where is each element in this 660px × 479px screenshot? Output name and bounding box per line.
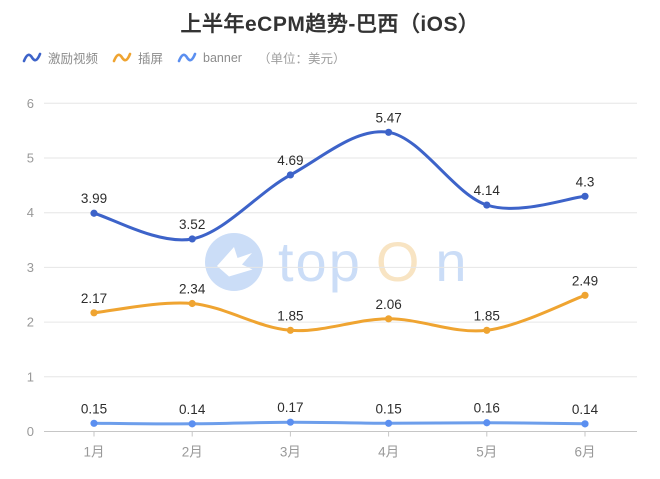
point-label-插屏-5月: 1.85 <box>474 308 500 323</box>
page-title: 上半年eCPM趋势-巴西（iOS） <box>180 13 480 36</box>
point-label-激励视频-1月: 3.99 <box>81 191 107 206</box>
unit-note: （单位：美元） <box>257 52 346 66</box>
series-point-插屏-1月 <box>90 309 98 317</box>
series-point-激励视频-6月 <box>581 192 589 200</box>
y-axis-label-1: 1 <box>27 369 34 384</box>
legend-item-插屏[interactable]: 插屏 <box>112 48 163 67</box>
point-label-插屏-1月: 2.17 <box>81 291 107 306</box>
point-label-插屏-6月: 2.49 <box>572 273 598 288</box>
y-axis-label-5: 5 <box>27 151 34 166</box>
y-axis-label-3: 3 <box>27 260 34 275</box>
legend-item-label: 激励视频 <box>48 52 99 66</box>
x-axis-label-4月: 4月 <box>378 445 399 460</box>
x-axis-label-3月: 3月 <box>280 445 301 460</box>
wave-line-icon <box>22 52 42 63</box>
series-point-激励视频-4月 <box>385 128 393 136</box>
series-point-banner-6月 <box>581 420 589 428</box>
point-label-插屏-4月: 2.06 <box>375 297 401 312</box>
x-axis-label-1月: 1月 <box>83 445 104 460</box>
point-label-banner-4月: 0.15 <box>375 401 401 416</box>
y-axis-label-6: 6 <box>27 96 34 111</box>
point-label-激励视频-3月: 4.69 <box>277 153 303 168</box>
series-point-插屏-5月 <box>483 326 491 334</box>
point-label-激励视频-6月: 4.3 <box>576 174 595 189</box>
y-axis-label-4: 4 <box>27 205 34 220</box>
wave-line-icon <box>177 52 197 63</box>
x-axis-label-5月: 5月 <box>476 445 497 460</box>
y-axis-label-0: 0 <box>27 424 34 439</box>
x-axis-label-6月: 6月 <box>574 445 595 460</box>
legend-item-label: 插屏 <box>138 52 164 66</box>
series-point-插屏-2月 <box>188 299 196 308</box>
series-point-插屏-6月 <box>581 291 589 299</box>
series-point-banner-1月 <box>90 419 98 427</box>
series-point-banner-2月 <box>188 420 196 428</box>
legend-item-label: banner <box>203 50 242 65</box>
series-point-插屏-3月 <box>286 326 294 334</box>
point-label-banner-6月: 0.14 <box>572 402 599 417</box>
point-label-banner-2月: 0.14 <box>179 402 206 417</box>
x-axis-label-2月: 2月 <box>182 445 203 460</box>
point-label-激励视频-2月: 3.52 <box>179 217 205 232</box>
y-axis-label-2: 2 <box>27 315 34 330</box>
series-line-激励视频 <box>92 130 587 242</box>
point-label-插屏-2月: 2.34 <box>179 282 206 297</box>
point-label-激励视频-5月: 4.14 <box>474 183 501 198</box>
series-point-激励视频-1月 <box>90 209 98 217</box>
legend-item-激励视频[interactable]: 激励视频 <box>22 48 98 67</box>
series-line-banner <box>92 420 587 426</box>
series-point-banner-3月 <box>286 418 294 426</box>
wave-line-icon <box>112 52 132 63</box>
series-point-banner-5月 <box>483 419 491 427</box>
series-point-激励视频-2月 <box>188 235 196 243</box>
series-point-激励视频-3月 <box>286 171 294 179</box>
series-point-激励视频-5月 <box>483 201 491 209</box>
point-label-banner-1月: 0.15 <box>81 401 107 416</box>
legend: 激励视频 插屏 banner （单位：美元） <box>22 48 345 67</box>
point-label-banner-5月: 0.16 <box>474 401 500 416</box>
series-point-banner-4月 <box>385 419 393 427</box>
point-label-激励视频-4月: 5.47 <box>375 110 401 125</box>
legend-item-banner[interactable]: banner <box>177 51 242 65</box>
series-point-插屏-4月 <box>385 315 393 323</box>
point-label-插屏-3月: 1.85 <box>277 308 303 323</box>
point-label-banner-3月: 0.17 <box>277 400 303 415</box>
series-line-插屏 <box>92 293 587 333</box>
